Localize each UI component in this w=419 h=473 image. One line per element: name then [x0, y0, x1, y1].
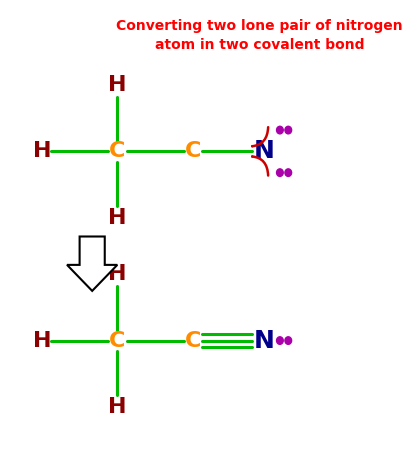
- Circle shape: [277, 126, 283, 134]
- Text: H: H: [108, 397, 127, 417]
- Text: H: H: [108, 75, 127, 95]
- Circle shape: [285, 126, 292, 134]
- Text: H: H: [108, 264, 127, 284]
- Text: H: H: [108, 208, 127, 228]
- Text: C: C: [109, 331, 126, 350]
- Text: H: H: [33, 331, 51, 350]
- Circle shape: [277, 337, 283, 344]
- Text: N: N: [253, 329, 274, 352]
- Circle shape: [285, 169, 292, 176]
- FancyArrowPatch shape: [252, 127, 268, 146]
- Text: C: C: [184, 141, 201, 161]
- Text: C: C: [184, 331, 201, 350]
- Polygon shape: [67, 236, 117, 291]
- Circle shape: [285, 337, 292, 344]
- Text: Converting two lone pair of nitrogen
atom in two covalent bond: Converting two lone pair of nitrogen ato…: [116, 19, 403, 53]
- Circle shape: [277, 169, 283, 176]
- FancyArrowPatch shape: [252, 157, 268, 175]
- Text: H: H: [33, 141, 51, 161]
- Text: N: N: [253, 140, 274, 163]
- Text: C: C: [109, 141, 126, 161]
